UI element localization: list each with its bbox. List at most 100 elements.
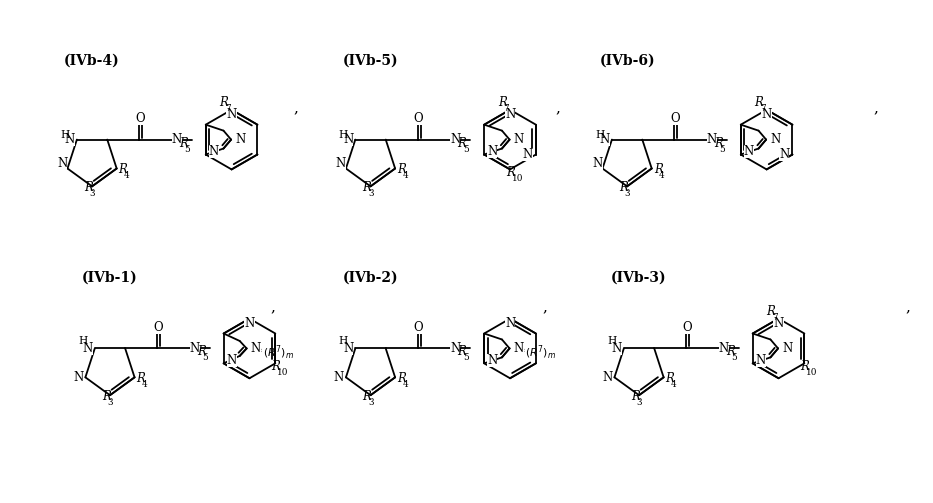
- Text: O: O: [135, 112, 145, 125]
- Text: N: N: [189, 342, 200, 355]
- Text: 3: 3: [368, 398, 374, 407]
- Text: N: N: [718, 342, 729, 355]
- Text: H: H: [607, 337, 617, 347]
- Text: R: R: [84, 181, 93, 194]
- Text: R: R: [219, 96, 229, 109]
- Text: N: N: [612, 342, 622, 355]
- Text: (IVb-5): (IVb-5): [342, 54, 398, 68]
- Text: 10: 10: [806, 368, 817, 377]
- Text: N: N: [761, 108, 772, 121]
- Text: R: R: [631, 390, 640, 403]
- Text: ,: ,: [294, 102, 299, 116]
- Text: 5: 5: [731, 353, 737, 362]
- Text: N: N: [334, 371, 344, 384]
- Text: 4: 4: [659, 172, 665, 181]
- Text: N: N: [779, 148, 789, 161]
- Text: R: R: [136, 372, 146, 385]
- Text: R: R: [801, 360, 809, 373]
- Text: 4: 4: [124, 172, 130, 181]
- Text: N: N: [707, 133, 717, 146]
- Text: N: N: [227, 354, 237, 367]
- Text: 3: 3: [624, 189, 631, 198]
- Text: 10: 10: [511, 175, 523, 184]
- Text: 7: 7: [504, 104, 509, 113]
- Text: R: R: [506, 166, 515, 180]
- Text: R: R: [397, 163, 406, 177]
- Text: 3: 3: [90, 189, 95, 198]
- Text: R: R: [272, 360, 280, 373]
- Text: 4: 4: [402, 380, 409, 389]
- Text: R: R: [767, 305, 775, 317]
- Text: ,: ,: [873, 102, 878, 116]
- Text: N: N: [227, 108, 237, 121]
- Text: R: R: [665, 372, 675, 385]
- Text: N: N: [251, 342, 261, 355]
- Text: N: N: [592, 157, 603, 171]
- Text: 10: 10: [277, 368, 288, 377]
- Text: 5: 5: [463, 353, 468, 362]
- Text: H: H: [61, 130, 70, 140]
- Text: R: R: [397, 372, 406, 385]
- Text: 5: 5: [719, 144, 725, 153]
- Text: ,: ,: [905, 301, 910, 315]
- Text: N: N: [522, 148, 533, 161]
- Text: N: N: [487, 354, 497, 367]
- Text: $(R^7)_m$: $(R^7)_m$: [525, 344, 556, 362]
- Text: R: R: [654, 163, 662, 177]
- Text: (IVb-6): (IVb-6): [599, 54, 655, 68]
- Text: N: N: [82, 342, 92, 355]
- Text: N: N: [336, 157, 346, 171]
- Text: R: R: [102, 390, 111, 403]
- Text: N: N: [451, 342, 461, 355]
- Text: N: N: [770, 133, 780, 146]
- Text: N: N: [172, 133, 182, 146]
- Text: 4: 4: [671, 380, 676, 389]
- Text: N: N: [602, 371, 612, 384]
- Text: N: N: [343, 342, 354, 355]
- Text: 3: 3: [107, 398, 113, 407]
- Text: R: R: [714, 136, 723, 149]
- Text: N: N: [782, 342, 792, 355]
- Text: O: O: [153, 320, 162, 333]
- Text: ,: ,: [555, 102, 560, 116]
- Text: 4: 4: [402, 172, 409, 181]
- Text: N: N: [513, 342, 523, 355]
- Text: N: N: [600, 133, 610, 146]
- Text: 5: 5: [185, 144, 190, 153]
- Text: 3: 3: [368, 189, 374, 198]
- Text: 5: 5: [202, 353, 208, 362]
- Text: (IVb-1): (IVb-1): [82, 271, 138, 285]
- Text: 7: 7: [772, 312, 777, 321]
- Text: (IVb-2): (IVb-2): [342, 271, 398, 285]
- Text: H: H: [339, 130, 348, 140]
- Text: R: R: [457, 136, 466, 149]
- Text: (IVb-3): (IVb-3): [611, 271, 667, 285]
- Text: H: H: [78, 337, 88, 347]
- Text: $(R^7)_m$: $(R^7)_m$: [262, 344, 294, 362]
- Text: N: N: [773, 316, 784, 329]
- Text: H: H: [595, 130, 605, 140]
- Text: R: R: [363, 390, 371, 403]
- Text: N: N: [487, 145, 497, 158]
- Text: ,: ,: [542, 301, 547, 315]
- Text: N: N: [505, 316, 515, 329]
- Text: R: R: [179, 136, 188, 149]
- Text: O: O: [682, 320, 692, 333]
- Text: 7: 7: [760, 104, 766, 113]
- Text: N: N: [744, 145, 754, 158]
- Text: R: R: [118, 163, 128, 177]
- Text: N: N: [244, 316, 255, 329]
- Text: R: R: [620, 181, 628, 194]
- Text: R: R: [457, 346, 466, 358]
- Text: 5: 5: [463, 144, 468, 153]
- Text: R: R: [498, 96, 507, 109]
- Text: R: R: [755, 96, 763, 109]
- Text: N: N: [513, 133, 523, 146]
- Text: N: N: [505, 108, 515, 121]
- Text: O: O: [670, 112, 680, 125]
- Text: 3: 3: [636, 398, 642, 407]
- Text: H: H: [339, 337, 348, 347]
- Text: N: N: [209, 145, 219, 158]
- Text: 7: 7: [225, 104, 230, 113]
- Text: N: N: [64, 133, 75, 146]
